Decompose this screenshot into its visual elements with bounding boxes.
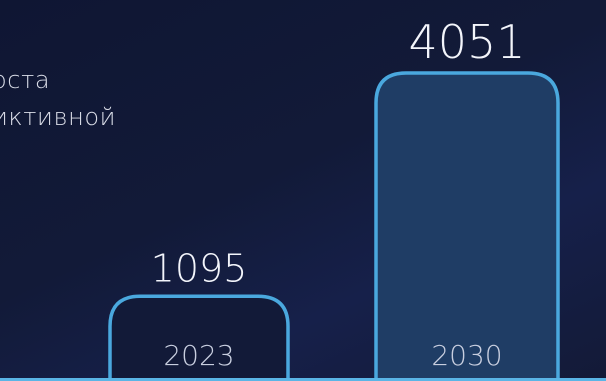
category-label-2030: 2030 [431, 339, 502, 372]
category-label-2023: 2023 [163, 339, 234, 372]
bar-2023 [108, 294, 290, 381]
baseline [0, 378, 606, 381]
bar-2030 [374, 71, 560, 381]
chart-description: оста иктивной [0, 62, 116, 136]
value-label-2030: 4051 [408, 15, 525, 69]
description-line-2: иктивной [0, 103, 117, 131]
value-label-2023: 1095 [151, 246, 248, 290]
description-line-1: оста [0, 66, 51, 94]
